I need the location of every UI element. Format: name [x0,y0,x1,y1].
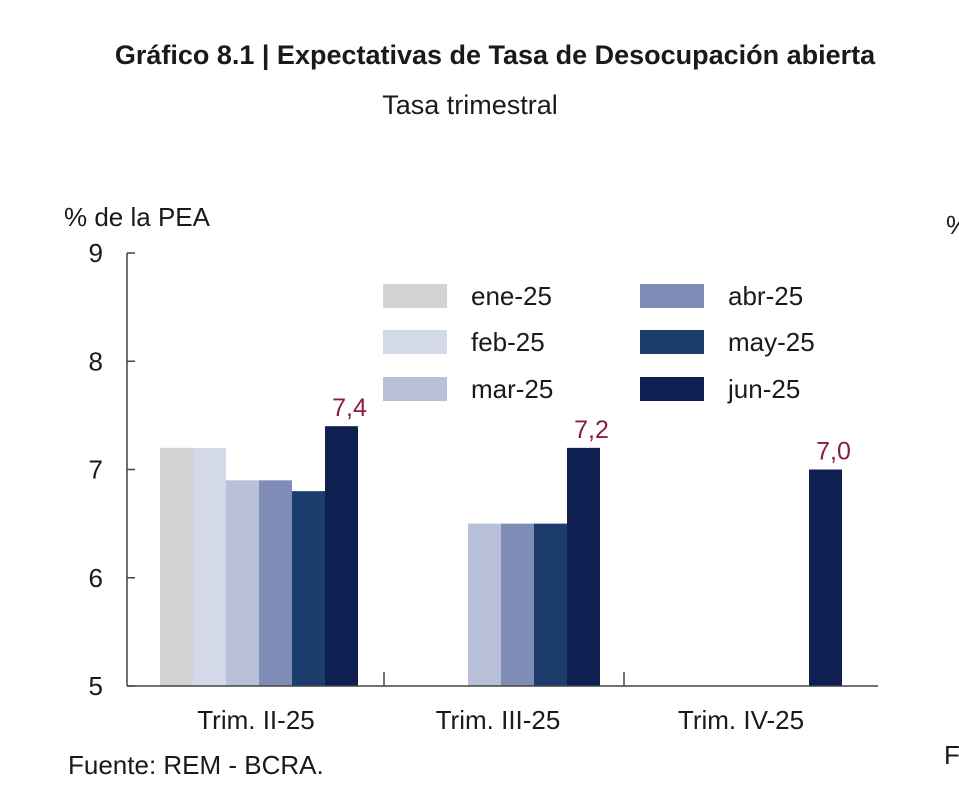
bar-may-25-0 [292,491,325,686]
legend-swatch-may-25 [640,330,704,354]
y-tick-label-8: 8 [89,346,103,376]
clipped-next-chart-ylabel: % [946,210,959,241]
y-axis-label: % de la PEA [64,202,211,232]
y-tick-label-5: 5 [89,671,103,701]
legend-label-mar-25: mar-25 [471,374,553,404]
data-label-1: 7,2 [574,416,609,444]
bar-mar-25-0 [226,480,259,686]
legend-label-abr-25: abr-25 [728,281,803,311]
legend-swatch-ene-25 [383,284,447,308]
legend-label-ene-25: ene-25 [471,281,552,311]
bar-abr-25-1 [501,523,534,686]
clipped-next-chart-source: F [944,740,959,770]
bar-jun-25-2 [809,469,842,686]
legend-swatch-abr-25 [640,284,704,308]
legend-label-may-25: may-25 [728,327,815,357]
legend-label-jun-25: jun-25 [727,374,800,404]
y-tick-label-9: 9 [89,238,103,268]
bar-abr-25-0 [259,480,292,686]
x-category-label-0: Trim. II-25 [197,705,314,735]
bar-ene-25-0 [160,447,193,686]
bar-may-25-1 [534,523,567,686]
legend-swatch-mar-25 [383,377,447,401]
x-category-label-2: Trim. IV-25 [678,705,804,735]
x-category-label-1: Trim. III-25 [436,705,561,735]
y-tick-label-7: 7 [89,455,103,485]
bar-jun-25-1 [567,447,600,686]
data-label-0: 7,4 [332,394,367,422]
source-note: Fuente: REM - BCRA. [68,750,324,780]
bar-mar-25-1 [468,523,501,686]
chart-subtitle: Tasa trimestral [382,90,558,120]
legend-swatch-jun-25 [640,377,704,401]
bar-feb-25-0 [193,447,226,686]
chart-title: Gráfico 8.1 | Expectativas de Tasa de De… [114,40,876,70]
legend-swatch-feb-25 [383,330,447,354]
bar-jun-25-0 [325,426,358,686]
y-tick-label-6: 6 [89,563,103,593]
data-label-2: 7,0 [816,438,851,466]
legend-label-feb-25: feb-25 [471,327,545,357]
